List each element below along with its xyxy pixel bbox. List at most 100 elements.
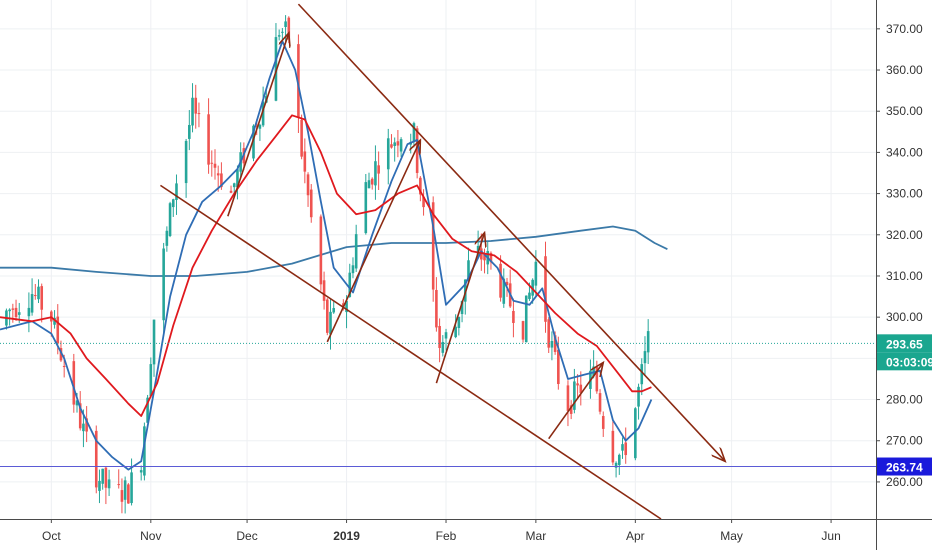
candle-body — [367, 180, 371, 189]
candle-body — [229, 190, 233, 193]
candle-body — [72, 361, 76, 405]
candle-body — [33, 295, 37, 297]
trendline — [548, 362, 604, 440]
price-label-text: 293.65 — [886, 337, 923, 351]
price-label: 263.74 — [877, 457, 932, 476]
horizontal-price-lines — [0, 342, 876, 468]
candle-body — [399, 139, 403, 152]
candle-body — [216, 173, 220, 176]
candle-body — [505, 281, 509, 286]
candle-body — [489, 252, 493, 263]
candle-body — [422, 196, 425, 208]
candle-body — [162, 248, 165, 321]
candle-body — [643, 351, 647, 364]
candle-body — [37, 286, 40, 300]
candle-body — [342, 303, 345, 307]
moving-averages — [0, 40, 653, 471]
candle-body — [281, 31, 284, 33]
candle-body — [646, 331, 650, 353]
candle-body — [130, 472, 133, 504]
candle-body — [573, 381, 576, 410]
candlesticks — [5, 15, 650, 514]
candle-body — [220, 173, 223, 188]
y-tick-label: 300.00 — [886, 310, 923, 324]
candle-body — [85, 418, 88, 432]
candle-body — [30, 294, 34, 313]
candle-body — [528, 292, 531, 299]
countdown-label-text: 03:03:09 — [886, 355, 932, 369]
candle-body — [460, 300, 464, 315]
candle-body — [595, 366, 599, 392]
candle-body — [624, 442, 628, 456]
candle-body — [566, 385, 570, 411]
candle-body — [467, 260, 470, 281]
candle-body — [303, 151, 307, 172]
candle-body — [274, 37, 278, 101]
moving-average-line — [0, 40, 653, 471]
trendline — [297, 3, 725, 461]
candle-body — [261, 101, 265, 126]
candle-body — [557, 349, 560, 385]
candle-body — [579, 384, 583, 394]
candle-body — [576, 383, 579, 386]
candle-body — [146, 397, 149, 423]
candle-body — [27, 307, 31, 317]
x-tick-label: May — [720, 529, 743, 543]
y-tick-label: 360.00 — [886, 63, 923, 77]
candle-body — [309, 189, 313, 218]
candle-body — [617, 454, 621, 465]
candle-body — [104, 467, 108, 488]
candle-body — [483, 254, 486, 261]
candle-body — [332, 308, 336, 313]
candle-body — [98, 480, 101, 491]
candle-body — [258, 124, 262, 129]
candle-body — [139, 470, 143, 473]
candle-body — [438, 326, 441, 348]
candle-body — [284, 21, 287, 28]
candle-body — [502, 278, 506, 304]
x-tick-label: Apr — [626, 529, 645, 543]
candle-body — [419, 177, 422, 195]
candle-body — [396, 141, 400, 146]
candle-body — [454, 326, 457, 338]
candle-body — [143, 426, 146, 476]
candle-body — [168, 203, 172, 236]
candle-body — [441, 341, 445, 353]
candle-body — [40, 286, 44, 310]
candle-body — [194, 97, 198, 114]
moving-average-line — [0, 114, 652, 417]
candle-body — [123, 480, 127, 500]
candle-body — [277, 35, 281, 37]
moving-average-line — [0, 225, 668, 277]
y-tick-label: 320.00 — [886, 228, 923, 242]
candle-body — [117, 484, 121, 486]
candle-body — [184, 140, 188, 184]
candle-body — [82, 423, 85, 432]
candle-body — [598, 393, 602, 412]
y-tick-label: 280.00 — [886, 393, 923, 407]
y-tick-label: 260.00 — [886, 475, 923, 489]
candle-body — [127, 484, 130, 504]
candle-body — [171, 199, 175, 208]
candle-body — [107, 479, 111, 489]
candle-body — [499, 263, 502, 298]
price-label-text: 263.74 — [886, 461, 923, 475]
candle-body — [75, 400, 79, 406]
candle-body — [601, 416, 605, 429]
candle-body — [297, 44, 300, 118]
candle-body — [637, 386, 640, 407]
candle-body — [120, 490, 124, 502]
x-axis-background — [0, 519, 932, 550]
candle-body — [345, 300, 348, 313]
candle-body — [611, 430, 615, 463]
y-tick-label: 370.00 — [886, 22, 923, 36]
candle-body — [53, 317, 56, 325]
candle-body — [322, 280, 326, 301]
candle-body — [101, 468, 104, 484]
candle-body — [569, 405, 573, 414]
y-tick-label: 330.00 — [886, 187, 923, 201]
price-label-background — [877, 334, 932, 353]
